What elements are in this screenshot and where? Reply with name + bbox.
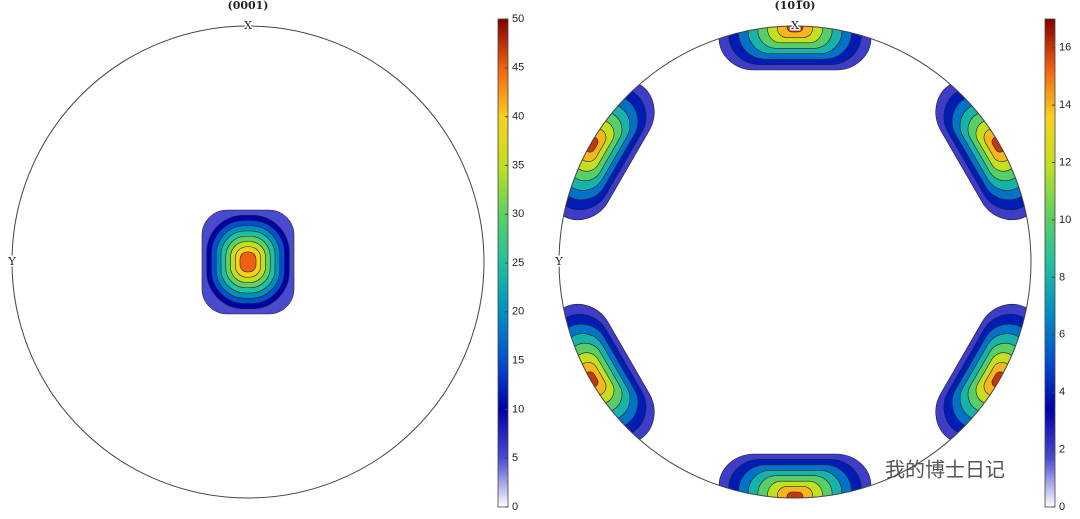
colorbar-tick-label: 0 (512, 501, 518, 513)
watermark: 我的博士日记 (885, 458, 1005, 482)
colorbar-tick-label: 30 (512, 208, 524, 220)
colorbar-tick-label: 12 (1059, 156, 1071, 168)
colorbar-tick-label: 25 (512, 257, 524, 269)
contour-band (776, 26, 814, 38)
pole-figure: (0001) X Y 0 5 10 15 20 25 30 35 40 45 50 (6, 0, 524, 513)
colorbar-tick-label: 2 (1059, 443, 1065, 455)
colorbar-tick-label: 35 (512, 159, 524, 171)
colorbar-tick-label: 10 (512, 403, 524, 415)
colorbar-tick-label: 4 (1059, 386, 1065, 398)
colorbar-tick-label: 40 (512, 111, 524, 123)
colorbar-tick-label: 14 (1059, 99, 1071, 111)
colorbar-tick-label: 50 (512, 13, 524, 25)
pole-figure: (101̅0) X Y 0 2 4 6 8 10 12 14 16 (553, 0, 1071, 513)
contours (559, 26, 1031, 498)
contour-band (239, 251, 257, 273)
colorbar-tick-label: 6 (1059, 329, 1065, 341)
contour-band (786, 491, 804, 498)
y-direction-label: Y (554, 255, 563, 268)
x-direction-label: X (791, 19, 799, 32)
contours (201, 209, 295, 315)
y-direction-label: Y (7, 255, 16, 268)
colorbar-tick-label: 5 (512, 452, 518, 464)
colorbar-tick-label: 16 (1059, 42, 1071, 54)
colorbar-tick-label: 15 (512, 355, 524, 367)
title: (0001) (227, 0, 268, 12)
colorbar-tick-label: 0 (1059, 501, 1065, 513)
contour-band (786, 26, 804, 33)
colorbar-tick-label: 20 (512, 306, 524, 318)
contour-band (776, 486, 814, 498)
colorbar-tick-label: 10 (1059, 214, 1071, 226)
colorbar (1044, 18, 1056, 508)
title: (101̅0) (774, 0, 815, 12)
x-direction-label: X (244, 19, 252, 32)
colorbar-tick-label: 8 (1059, 271, 1065, 283)
pole-circle (558, 25, 1032, 499)
pole-circle (11, 25, 485, 499)
colorbar-tick-label: 45 (512, 62, 524, 74)
